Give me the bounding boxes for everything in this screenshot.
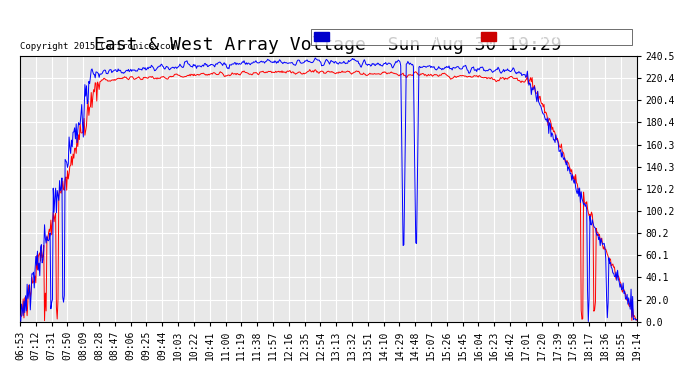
Text: Copyright 2015 Cartronics.com: Copyright 2015 Cartronics.com (20, 42, 176, 51)
Legend: East Array  (DC Volts), West Array  (DC Volts): East Array (DC Volts), West Array (DC Vo… (311, 29, 632, 45)
Title: East & West Array Voltage  Sun Aug 30 19:29: East & West Array Voltage Sun Aug 30 19:… (95, 36, 562, 54)
